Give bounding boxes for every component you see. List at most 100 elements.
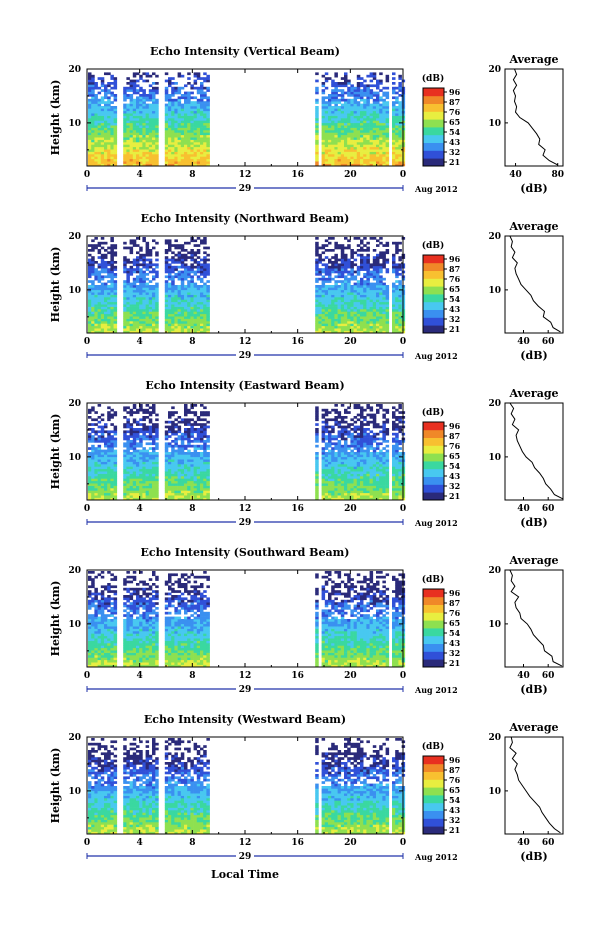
heatmap-cell (353, 120, 358, 124)
heatmap-cell (142, 261, 146, 264)
heatmap-cell (177, 122, 182, 126)
colorbar-segment (423, 134, 444, 143)
heatmap-cell (372, 297, 377, 300)
heatmap-cell (184, 323, 188, 327)
heatmap-cell (132, 261, 137, 264)
y-tick-label: 10 (68, 119, 81, 129)
heatmap-cell (177, 430, 182, 434)
heatmap-cell (139, 101, 143, 104)
heatmap-cell (113, 151, 118, 155)
heatmap-cell (164, 161, 169, 164)
heatmap-cell (177, 110, 182, 114)
heatmap-cell (366, 115, 370, 119)
heatmap-cell (372, 120, 377, 124)
heatmap-cell (315, 285, 319, 288)
heatmap-cell (132, 428, 137, 431)
heatmap-cell (88, 294, 92, 298)
heatmap-cell (164, 113, 169, 116)
heatmap-cell (145, 273, 150, 276)
average-profile-line (512, 68, 558, 166)
heatmap-cell (94, 490, 98, 494)
heatmap-cell (337, 163, 342, 167)
heatmap-cell (369, 91, 374, 95)
heatmap-cell (152, 304, 156, 307)
heatmap-cell (97, 313, 102, 317)
heatmap-cell (340, 316, 345, 319)
heatmap-cell (200, 84, 204, 88)
heatmap-cell (107, 330, 111, 334)
heatmap-cell (126, 89, 130, 92)
heatmap-cell (100, 413, 105, 417)
heatmap-cell (171, 154, 175, 157)
heatmap-cell (168, 127, 172, 131)
heatmap-cell (100, 495, 105, 498)
heatmap-cell (180, 330, 185, 334)
heatmap-cell (132, 483, 137, 486)
heatmap-cell (142, 330, 146, 334)
heatmap-cell (363, 316, 367, 319)
heatmap-cell (184, 297, 188, 300)
heatmap-cell (171, 91, 175, 95)
heatmap-cell (190, 256, 194, 259)
heatmap-cell (392, 287, 396, 291)
heatmap-cell (334, 91, 338, 95)
heatmap-cell (350, 130, 354, 133)
heatmap-cell (152, 404, 156, 407)
heatmap-cell (107, 468, 111, 472)
heatmap-cell (350, 84, 354, 88)
heatmap-cell (372, 118, 377, 121)
heatmap-cell (193, 161, 198, 164)
heatmap-cell (132, 115, 137, 119)
heatmap-cell (129, 490, 134, 494)
heatmap-cell (132, 106, 137, 109)
heatmap-cell (328, 132, 332, 136)
heatmap-cell (145, 416, 150, 419)
heatmap-cell (88, 323, 92, 327)
heatmap-cell (97, 485, 102, 489)
heatmap-cell (88, 488, 92, 491)
heatmap-cell (356, 306, 361, 310)
heatmap-cell (174, 299, 178, 303)
heatmap-cell (331, 118, 335, 121)
heatmap-cell (372, 237, 377, 240)
heatmap-cell (366, 316, 370, 319)
heatmap-cell (152, 452, 156, 455)
heatmap-cell (168, 96, 172, 100)
heatmap-cell (360, 316, 364, 319)
heatmap-cell (324, 139, 329, 143)
heatmap-cell (187, 309, 191, 312)
heatmap-cell (123, 492, 127, 496)
heatmap-cell (203, 261, 207, 264)
heatmap-cell (136, 151, 140, 155)
heatmap-cell (168, 328, 172, 331)
heatmap-cell (110, 149, 114, 152)
heatmap-cell (132, 137, 137, 140)
heatmap-cell (126, 77, 130, 80)
heatmap-cell (379, 106, 383, 109)
heatmap-cell (180, 137, 185, 140)
heatmap-cell (395, 275, 399, 279)
heatmap-cell (196, 103, 201, 107)
heatmap-cell (385, 270, 390, 274)
heatmap-cell (139, 253, 143, 257)
heatmap-cell (196, 72, 201, 76)
heatmap-cell (123, 432, 127, 436)
heatmap-cell (392, 132, 396, 136)
heatmap-cell (148, 485, 153, 489)
heatmap-cell (168, 277, 172, 281)
heatmap-cell (94, 478, 98, 482)
heatmap-cell (321, 306, 326, 310)
heatmap-cell (155, 154, 159, 157)
heatmap-cell (372, 91, 377, 95)
heatmap-cell (126, 309, 130, 312)
heatmap-cell (123, 246, 127, 250)
heatmap-cell (200, 277, 204, 281)
heatmap-cell (347, 115, 351, 119)
heatmap-cell (379, 287, 383, 291)
heatmap-cell (385, 306, 390, 310)
heatmap-cell (206, 146, 210, 150)
heatmap-cell (395, 125, 399, 128)
heatmap-cell (104, 330, 108, 334)
heatmap-cell (315, 98, 319, 102)
heatmap-cell (324, 163, 329, 167)
